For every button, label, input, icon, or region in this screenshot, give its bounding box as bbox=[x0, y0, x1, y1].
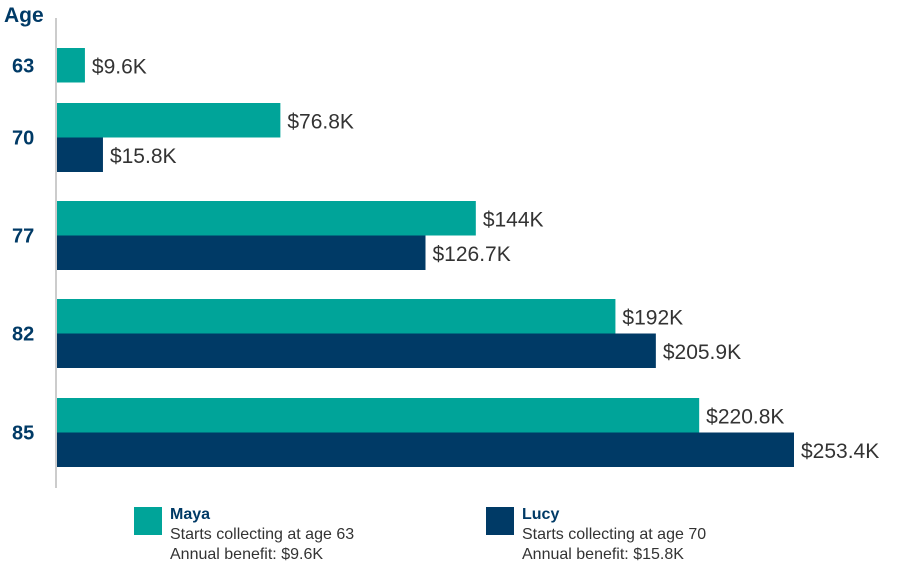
legend-swatch-maya bbox=[134, 507, 162, 535]
data-label: $253.4K bbox=[801, 440, 879, 463]
data-label: $76.8K bbox=[287, 110, 354, 133]
category-label: 77 bbox=[12, 226, 34, 248]
bar-maya bbox=[57, 299, 616, 334]
legend-maya: Maya Starts collecting at age 63 Annual … bbox=[134, 505, 355, 565]
bar-maya bbox=[57, 48, 85, 83]
legend-lucy: Lucy Starts collecting at age 70 Annual … bbox=[486, 505, 707, 565]
data-label: $144K bbox=[483, 208, 544, 231]
bar-maya bbox=[57, 103, 281, 138]
data-label: $220.8K bbox=[706, 405, 784, 428]
category-label: 70 bbox=[12, 128, 34, 150]
legend-line: Annual benefit: $15.8K bbox=[522, 546, 684, 563]
legend-line: Annual benefit: $9.6K bbox=[170, 546, 324, 563]
category-label: 63 bbox=[12, 55, 34, 77]
bar-lucy bbox=[57, 432, 794, 467]
bar-maya bbox=[57, 398, 700, 433]
data-label: $205.9K bbox=[663, 341, 741, 364]
category-label: 85 bbox=[12, 423, 34, 445]
legend-line: Starts collecting at age 70 bbox=[522, 526, 707, 543]
data-label: $192K bbox=[622, 306, 683, 329]
legend-name: Maya bbox=[170, 506, 211, 523]
bar-lucy bbox=[57, 137, 103, 172]
legend-swatch-lucy bbox=[486, 507, 514, 535]
data-label: $9.6K bbox=[92, 55, 147, 78]
data-label: $126.7K bbox=[433, 243, 511, 266]
bar-chart: Age 63 $9.6K 70 $76.8K $15.8K 77 $144K $126.7K 82… bbox=[4, 4, 879, 488]
y-axis-title: Age bbox=[4, 4, 44, 27]
legend-name: Lucy bbox=[522, 506, 560, 523]
data-label: $15.8K bbox=[110, 145, 177, 168]
bar-maya bbox=[57, 201, 476, 236]
category-label: 82 bbox=[12, 324, 34, 346]
bar-lucy bbox=[57, 333, 656, 368]
legend-line: Starts collecting at age 63 bbox=[170, 526, 355, 543]
bar-lucy bbox=[57, 235, 426, 270]
